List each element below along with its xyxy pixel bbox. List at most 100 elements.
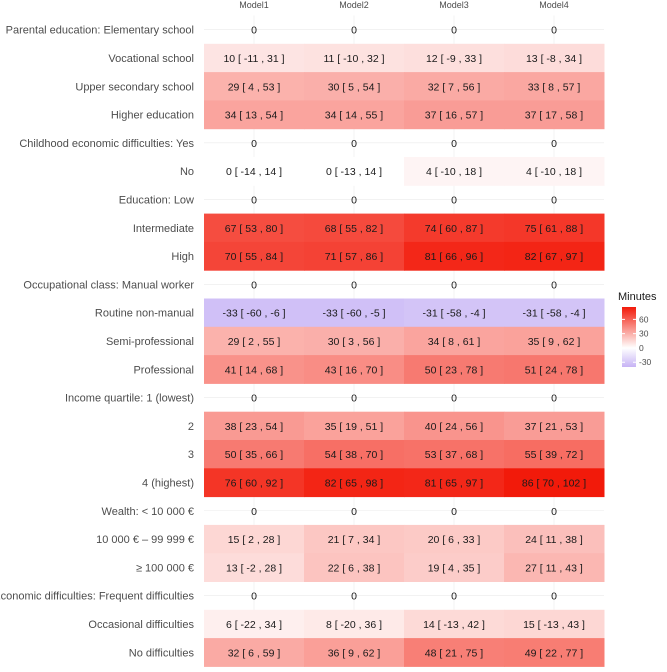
- heatmap-cell: [404, 355, 505, 384]
- heatmap-cell: [504, 355, 605, 384]
- cell-value-label: 55 [ 39 , 72 ]: [525, 449, 583, 461]
- row-label: Economic difficulties: Frequent difficul…: [0, 591, 194, 603]
- cell-value-label: 0: [351, 393, 357, 405]
- heatmap-cell: [504, 638, 605, 667]
- heatmap-cell: [504, 241, 605, 271]
- heatmap-cell: [504, 609, 605, 639]
- column-label: Model4: [539, 0, 569, 10]
- row-label: Parental education: Elementary school: [6, 25, 194, 37]
- heatmap-cell: [304, 411, 405, 441]
- cell-value-label: 34 [ 8 , 61 ]: [428, 336, 481, 348]
- row-label: Education: Low: [119, 194, 194, 206]
- heatmap-cell: [404, 298, 505, 328]
- cell-value-label: 76 [ 60 , 92 ]: [225, 477, 283, 489]
- heatmap-cell: [204, 241, 305, 271]
- cell-value-label: 21 [ 7 , 34 ]: [328, 534, 381, 546]
- row-label: 10 000 € – 99 999 €: [96, 534, 194, 546]
- cell-value-label: 0: [451, 393, 457, 405]
- heatmap-cell: [304, 355, 405, 384]
- heatmap-cell: [304, 241, 405, 271]
- heatmap-cell: [304, 43, 405, 73]
- row-label: 4 (highest): [142, 477, 194, 489]
- heatmap-cell: [504, 411, 605, 441]
- heatmap-cell: [304, 440, 405, 469]
- heatmap-cell: [404, 72, 505, 101]
- cell-value-label: 75 [ 61 , 88 ]: [525, 223, 583, 235]
- heatmap-cell: [404, 326, 505, 356]
- cell-value-label: 0: [451, 25, 457, 37]
- cell-value-label: 0: [451, 194, 457, 206]
- heatmap-cell: [204, 553, 305, 582]
- cell-value-label: 67 [ 53 , 80 ]: [225, 223, 283, 235]
- cell-value-label: 81 [ 66 , 96 ]: [425, 251, 483, 263]
- cell-value-label: 35 [ 19 , 51 ]: [325, 421, 383, 433]
- cell-value-label: 0: [351, 194, 357, 206]
- heatmap-cell: [204, 411, 305, 441]
- heatmap-cell: [204, 157, 305, 186]
- legend-tick-label: 60: [639, 314, 649, 324]
- cell-value-label: 15 [ 2 , 28 ]: [228, 534, 281, 546]
- heatmap-cell: [204, 43, 305, 73]
- cell-value-label: 36 [ 9 , 62 ]: [328, 647, 381, 659]
- column-label: Model2: [339, 0, 369, 10]
- cell-value-label: 37 [ 21 , 53 ]: [525, 421, 583, 433]
- row-label: Vocational school: [108, 53, 194, 65]
- cell-value-label: 50 [ 35 , 66 ]: [225, 449, 283, 461]
- column-label: Model3: [439, 0, 469, 10]
- heatmap-cell: [404, 411, 505, 441]
- cell-value-label: -33 [ -60 , -5 ]: [322, 308, 385, 320]
- cell-value-label: 0: [351, 138, 357, 150]
- legend-tick-label: 0: [639, 343, 644, 353]
- cell-value-label: 0: [551, 506, 557, 518]
- column-label: Model1: [239, 0, 269, 10]
- cell-value-label: 35 [ 9 , 62 ]: [528, 336, 581, 348]
- heatmap-cell: [404, 440, 505, 469]
- cell-value-label: 24 [ 11 , 38 ]: [525, 534, 583, 546]
- heatmap-cell: [304, 72, 405, 101]
- cell-value-label: 30 [ 3 , 56 ]: [328, 336, 381, 348]
- cell-value-label: 0: [551, 194, 557, 206]
- row-label: ≥ 100 000 €: [136, 562, 194, 574]
- cell-value-label: 68 [ 55 , 82 ]: [325, 223, 383, 235]
- row-label: Routine non-manual: [95, 308, 194, 320]
- heatmap-cell: [304, 213, 405, 243]
- cell-value-label: 53 [ 37 , 68 ]: [425, 449, 483, 461]
- cell-value-label: 32 [ 7 , 56 ]: [428, 81, 481, 93]
- cell-value-label: 15 [ -13 , 43 ]: [523, 619, 585, 631]
- heatmap-cell: [304, 553, 405, 582]
- cell-value-label: 30 [ 5 , 54 ]: [328, 81, 381, 93]
- cell-value-label: 41 [ 14 , 68 ]: [225, 364, 283, 376]
- heatmap-cell: [204, 298, 305, 328]
- cell-value-label: 0: [351, 279, 357, 291]
- legend-tick-label: 30: [639, 329, 649, 339]
- cell-value-label: 49 [ 22 , 77 ]: [525, 647, 583, 659]
- heatmap-cell: [404, 241, 505, 271]
- cell-value-label: 86 [ 70 , 102 ]: [522, 477, 586, 489]
- heatmap-cell: [404, 638, 505, 667]
- row-label: Semi-professional: [106, 336, 194, 348]
- cell-value-label: 71 [ 57 , 86 ]: [325, 251, 383, 263]
- cell-value-label: 4 [ -10 , 18 ]: [426, 166, 482, 178]
- cell-value-label: 82 [ 67 , 97 ]: [525, 251, 583, 263]
- heatmap-cell: [204, 524, 305, 554]
- cell-value-label: 11 [ -10 , 32 ]: [323, 53, 384, 65]
- heatmap-cell: [504, 298, 605, 328]
- legend-title: Minutes: [618, 291, 657, 303]
- cell-value-label: 54 [ 38 , 70 ]: [325, 449, 383, 461]
- heatmap-cell: [504, 553, 605, 582]
- heatmap-cell: [304, 298, 405, 328]
- heatmap-cell: [204, 609, 305, 639]
- cell-value-label: 12 [ -9 , 33 ]: [426, 53, 482, 65]
- cell-value-label: 0: [551, 25, 557, 37]
- cell-value-label: 13 [ -8 , 34 ]: [526, 53, 582, 65]
- cell-value-label: 82 [ 65 , 98 ]: [325, 477, 383, 489]
- cell-value-label: 48 [ 21 , 75 ]: [425, 647, 483, 659]
- cell-value-label: 29 [ 4 , 53 ]: [228, 81, 281, 93]
- cell-value-label: 27 [ 11 , 43 ]: [525, 562, 583, 574]
- cell-value-label: 34 [ 13 , 54 ]: [225, 110, 283, 122]
- heatmap-cell: [404, 553, 505, 582]
- row-label: Income quartile: 1 (lowest): [65, 393, 194, 405]
- cell-value-label: 43 [ 16 , 70 ]: [325, 364, 383, 376]
- row-label: Higher education: [111, 110, 194, 122]
- heatmap-cell: [404, 100, 505, 130]
